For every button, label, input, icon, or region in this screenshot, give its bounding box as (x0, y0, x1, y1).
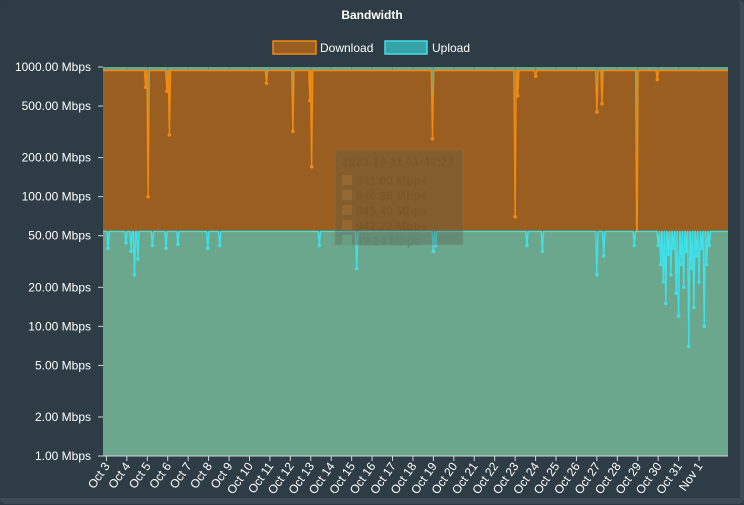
upload-point (540, 249, 545, 253)
upload-line (103, 230, 728, 347)
upload-area (103, 231, 728, 456)
download-point (533, 74, 538, 78)
upload-point (595, 272, 599, 277)
upload-point (679, 262, 683, 267)
upload-point (658, 262, 663, 267)
upload-point (681, 285, 686, 290)
tooltip-row: 940.95 Mbps (356, 189, 428, 203)
upload-point (697, 280, 701, 284)
tooltip-row: 49.24 Mbps (356, 234, 421, 248)
upload-point (689, 266, 694, 271)
upload-point (656, 243, 660, 248)
download-point (165, 89, 169, 94)
upload-point (702, 324, 706, 329)
upload-point (164, 246, 168, 251)
legend-label-download[interactable]: Download (320, 41, 373, 55)
upload-point (124, 241, 128, 245)
download-point (143, 85, 148, 89)
legend: Download Upload (272, 40, 470, 55)
y-tick-label: 500.00 Mbps (22, 99, 91, 113)
tooltip-timestamp: 2023-10-11 01:42:27 (342, 155, 454, 169)
tooltip-row: 942.22 Mbps (356, 219, 428, 233)
upload-point (694, 254, 699, 258)
legend-label-upload[interactable]: Upload (432, 41, 470, 55)
y-tick-label: 100.00 Mbps (22, 190, 91, 204)
upload-point (704, 262, 709, 267)
y-tick-label: 1000.00 Mbps (15, 60, 91, 74)
upload-point (354, 266, 359, 271)
y-tick-label: 50.00 Mbps (28, 229, 91, 243)
upload-point (129, 249, 133, 253)
upload-point (176, 242, 180, 246)
download-point (264, 81, 269, 85)
upload-point (669, 272, 673, 277)
y-tick-label: 1.00 Mbps (35, 449, 91, 463)
y-axis: 1000.00 Mbps 500.00 Mbps 200.00 Mbps 100.00… (15, 60, 103, 463)
tooltip: 2023-10-11 01:42:27 941.00 Mbps 940.95 M… (334, 149, 464, 248)
upload-point (601, 254, 606, 258)
upload-point (136, 257, 140, 261)
download-point (513, 215, 517, 219)
upload-point (132, 272, 137, 277)
upload-point (217, 243, 222, 248)
upload-point (674, 291, 678, 296)
upload-point (434, 243, 438, 248)
upload-point (687, 344, 691, 349)
download-point (655, 77, 660, 82)
upload-point (431, 249, 436, 253)
download-point (167, 133, 172, 137)
upload-point (664, 301, 668, 306)
upload-point (692, 305, 696, 310)
download-point (291, 129, 295, 133)
upload-point (699, 246, 704, 251)
y-tick-label: 200.00 Mbps (22, 151, 91, 165)
upload-point (317, 243, 322, 248)
legend-swatch-upload[interactable] (384, 40, 428, 55)
upload-series (103, 230, 728, 456)
upload-point (671, 246, 676, 251)
tooltip-row: 941.00 Mbps (356, 174, 428, 188)
upload-point (676, 314, 681, 318)
tooltip-row: 945.40 Mbps (356, 204, 428, 218)
upload-point (632, 243, 637, 248)
upload-point (205, 246, 210, 251)
download-series (103, 69, 728, 290)
upload-point (661, 280, 666, 284)
y-tick-label: 2.00 Mbps (35, 410, 91, 424)
upload-point (707, 243, 712, 248)
download-line (103, 69, 728, 288)
legend-swatch-download[interactable] (272, 40, 317, 55)
upload-point (525, 243, 529, 248)
download-point (146, 194, 150, 199)
download-point (600, 102, 604, 106)
y-tick-label: 5.00 Mbps (35, 358, 91, 372)
upload-point (106, 246, 110, 251)
upload-point (684, 249, 689, 253)
y-tick-label: 20.00 Mbps (28, 280, 91, 294)
y-tick-label: 10.00 Mbps (28, 319, 91, 333)
download-point (595, 110, 599, 114)
download-point (309, 165, 314, 169)
upload-point (150, 243, 155, 248)
download-area (103, 70, 728, 288)
chart-title: Bandwidth (341, 8, 402, 22)
download-point (515, 94, 520, 98)
upload-point (666, 252, 671, 256)
download-point (430, 136, 435, 141)
download-point (308, 98, 312, 103)
